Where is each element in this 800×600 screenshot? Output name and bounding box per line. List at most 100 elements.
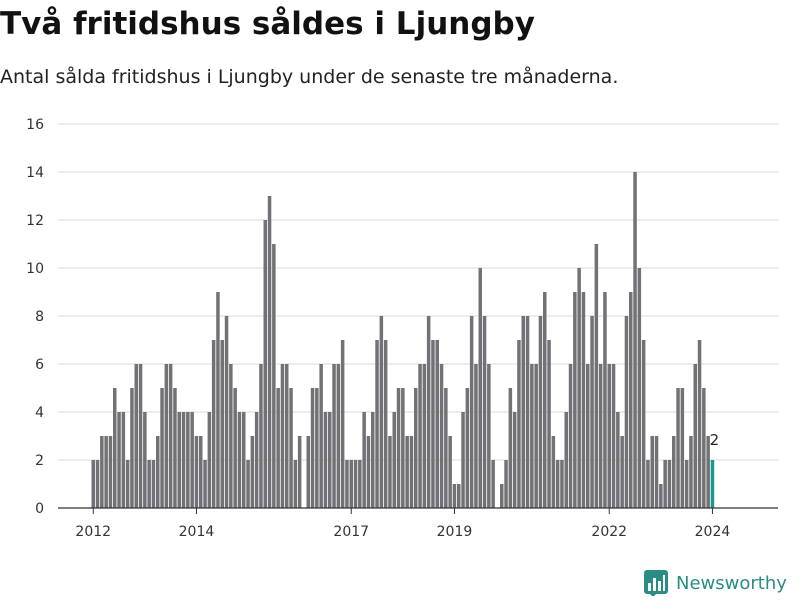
bar	[517, 340, 521, 508]
bar	[310, 388, 315, 508]
bar	[659, 484, 663, 508]
bar	[319, 364, 323, 508]
bar	[624, 316, 629, 508]
bar	[469, 316, 474, 508]
bar	[525, 316, 530, 508]
bar	[693, 364, 697, 508]
bar	[160, 388, 164, 508]
bar	[194, 436, 199, 508]
bar	[392, 412, 396, 508]
chart-title: Två fritidshus såldes i Ljungby	[0, 6, 535, 42]
bar	[263, 220, 267, 508]
x-tick-label: 2022	[591, 524, 627, 540]
x-tick-label: 2012	[75, 524, 111, 540]
bar	[340, 340, 345, 508]
bar	[478, 268, 482, 508]
bar	[108, 436, 113, 508]
chart-subtitle: Antal sålda fritidshus i Ljungby under d…	[0, 66, 619, 88]
bar	[431, 340, 435, 508]
bar	[362, 412, 366, 508]
bar	[663, 460, 667, 508]
brand-name: Newsworthy	[676, 572, 787, 594]
bar	[293, 460, 298, 508]
bar	[250, 436, 255, 508]
last-value-label: 2	[710, 431, 720, 449]
bar	[409, 436, 414, 508]
bar	[568, 364, 573, 508]
bar	[684, 460, 689, 508]
bar	[237, 412, 242, 508]
bar	[336, 364, 341, 508]
bar	[530, 364, 534, 508]
bar	[654, 436, 659, 508]
bar	[349, 460, 353, 508]
bar	[177, 412, 181, 508]
bar	[186, 412, 190, 508]
bar	[607, 364, 611, 508]
x-tick-label: 2024	[695, 524, 731, 540]
bar	[280, 364, 285, 508]
highlighted-bar	[710, 460, 715, 508]
bar	[547, 340, 551, 508]
bar	[538, 316, 543, 508]
bar	[375, 340, 379, 508]
bar	[418, 364, 422, 508]
bar	[504, 460, 508, 508]
bar	[702, 388, 706, 508]
bar	[229, 364, 233, 508]
bar	[573, 292, 577, 508]
y-tick-label: 14	[26, 165, 44, 181]
bar	[388, 436, 392, 508]
newsworthy-logo: Newsworthy	[644, 570, 787, 596]
bar	[676, 388, 680, 508]
y-tick-label: 16	[26, 117, 44, 133]
bar	[242, 412, 246, 508]
bar	[697, 340, 702, 508]
bar	[616, 412, 620, 508]
y-tick-label: 10	[26, 261, 44, 277]
bar	[156, 436, 160, 508]
bar	[611, 364, 616, 508]
bar	[581, 292, 586, 508]
bar	[138, 364, 143, 508]
bar	[534, 364, 538, 508]
bar	[164, 364, 169, 508]
bar	[134, 364, 138, 508]
bar	[220, 340, 224, 508]
bar	[590, 316, 594, 508]
bar	[444, 388, 448, 508]
bar	[439, 364, 444, 508]
bar	[487, 364, 491, 508]
bar	[465, 388, 470, 508]
bar	[491, 460, 495, 508]
bar	[95, 460, 100, 508]
x-tick-label: 2019	[437, 524, 473, 540]
bar	[706, 436, 710, 508]
bar	[306, 436, 310, 508]
bar	[586, 364, 590, 508]
bar	[168, 364, 173, 508]
bar	[646, 460, 650, 508]
bar	[383, 340, 388, 508]
bar	[672, 436, 676, 508]
bar	[577, 268, 581, 508]
bar	[461, 412, 465, 508]
bar	[512, 412, 517, 508]
y-tick-label: 6	[35, 357, 44, 373]
bar	[637, 268, 642, 508]
bar	[345, 460, 349, 508]
bar	[315, 388, 319, 508]
bar	[448, 436, 452, 508]
bar	[285, 364, 289, 508]
bar	[113, 388, 117, 508]
bar	[426, 316, 431, 508]
bar	[422, 364, 427, 508]
bar	[564, 412, 568, 508]
bar	[594, 244, 599, 508]
bar	[414, 388, 418, 508]
bar	[474, 364, 478, 508]
bar	[203, 460, 207, 508]
bar	[272, 244, 276, 508]
bar	[405, 436, 409, 508]
